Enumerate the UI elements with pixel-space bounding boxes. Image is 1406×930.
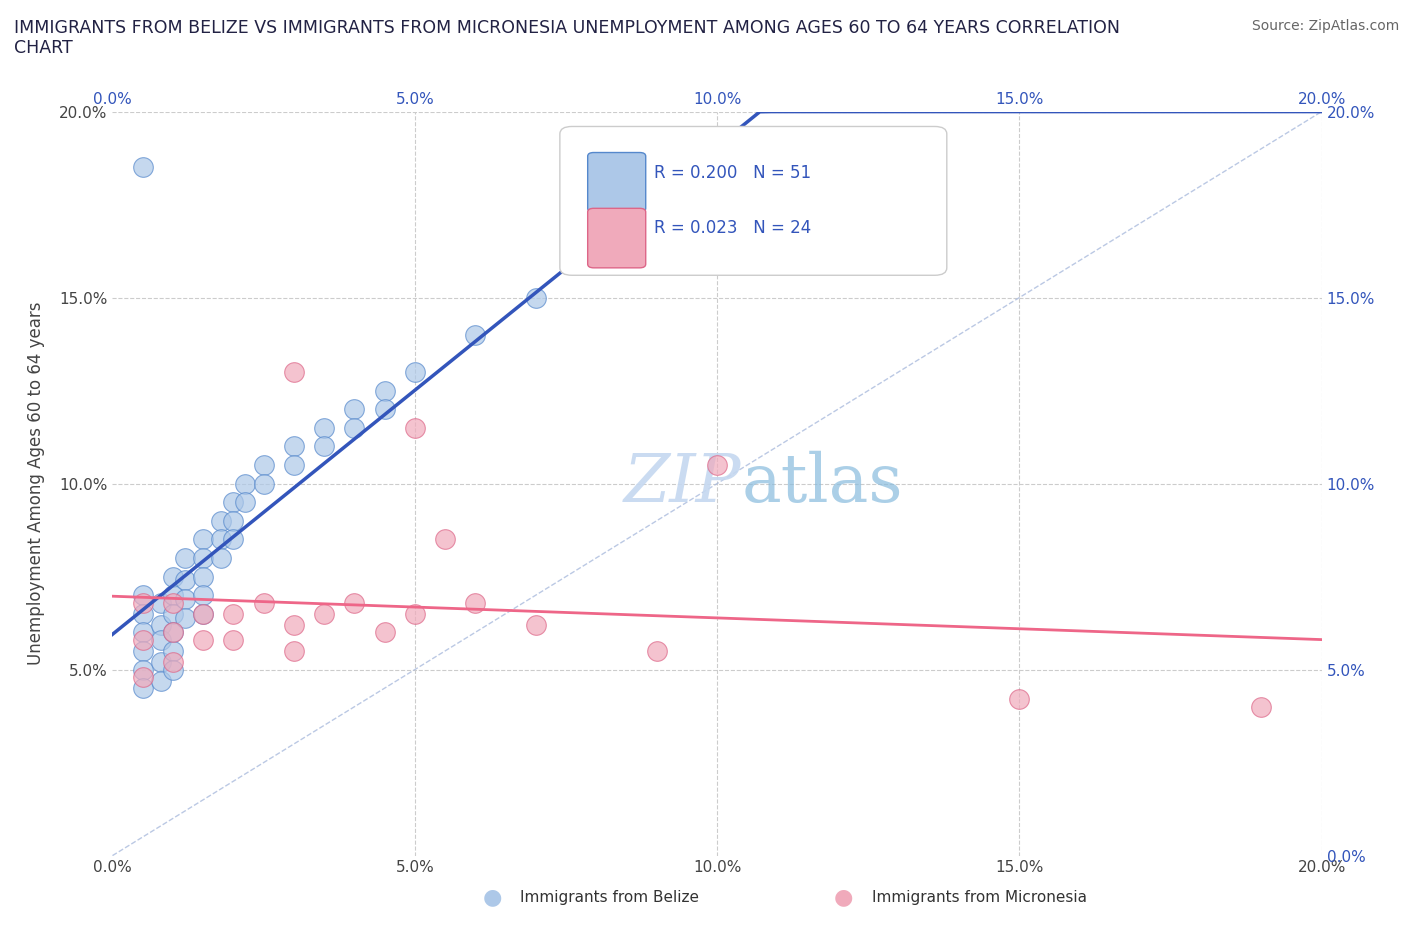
Point	[343, 420, 366, 435]
Point	[524, 618, 547, 632]
Text: Immigrants from Belize: Immigrants from Belize	[520, 890, 699, 905]
Point	[314, 420, 336, 435]
Point	[283, 618, 305, 632]
Point	[433, 532, 456, 547]
Point	[162, 625, 184, 640]
Point	[404, 606, 426, 621]
Point	[132, 160, 155, 175]
Text: Immigrants from Micronesia: Immigrants from Micronesia	[872, 890, 1087, 905]
Point	[132, 662, 155, 677]
Point	[706, 179, 728, 193]
Point	[191, 606, 214, 621]
Point	[162, 606, 184, 621]
Point	[149, 618, 172, 632]
Point	[706, 458, 728, 472]
Point	[162, 625, 184, 640]
Point	[374, 402, 396, 417]
FancyBboxPatch shape	[560, 126, 946, 275]
Point	[162, 569, 184, 584]
Point	[283, 439, 305, 454]
Text: ZIP: ZIP	[624, 451, 741, 516]
Point	[149, 595, 172, 610]
Point	[132, 625, 155, 640]
Point	[645, 216, 668, 231]
Point	[645, 644, 668, 658]
Point	[191, 569, 214, 584]
Point	[283, 365, 305, 379]
Point	[149, 655, 172, 670]
Point	[222, 495, 245, 510]
Point	[174, 551, 197, 565]
Point	[191, 588, 214, 603]
Point	[174, 591, 197, 606]
Point	[1250, 699, 1272, 714]
Point	[314, 439, 336, 454]
Point	[162, 662, 184, 677]
Point	[209, 551, 232, 565]
Point	[222, 513, 245, 528]
Point	[132, 632, 155, 647]
Point	[162, 595, 184, 610]
Point	[283, 644, 305, 658]
Point	[374, 383, 396, 398]
Point	[209, 532, 232, 547]
Point	[174, 573, 197, 588]
Point	[222, 532, 245, 547]
Point	[374, 625, 396, 640]
Point	[191, 532, 214, 547]
Point	[464, 327, 486, 342]
Point	[404, 365, 426, 379]
Point	[222, 606, 245, 621]
Point	[162, 655, 184, 670]
Point	[404, 420, 426, 435]
Point	[149, 632, 172, 647]
Point	[132, 588, 155, 603]
Point	[162, 644, 184, 658]
Text: ●: ●	[482, 887, 502, 908]
Text: IMMIGRANTS FROM BELIZE VS IMMIGRANTS FROM MICRONESIA UNEMPLOYMENT AMONG AGES 60 : IMMIGRANTS FROM BELIZE VS IMMIGRANTS FRO…	[14, 19, 1121, 58]
Text: atlas: atlas	[741, 451, 903, 516]
Text: ●: ●	[834, 887, 853, 908]
Point	[253, 458, 276, 472]
Point	[464, 595, 486, 610]
Text: R = 0.200   N = 51: R = 0.200 N = 51	[654, 164, 811, 181]
Point	[314, 606, 336, 621]
Point	[209, 513, 232, 528]
Point	[132, 681, 155, 696]
Point	[191, 606, 214, 621]
Point	[343, 402, 366, 417]
FancyBboxPatch shape	[588, 208, 645, 268]
Point	[132, 670, 155, 684]
Point	[132, 644, 155, 658]
Point	[235, 495, 257, 510]
Point	[132, 595, 155, 610]
Point	[191, 551, 214, 565]
Point	[149, 673, 172, 688]
Point	[253, 476, 276, 491]
Text: R = 0.023   N = 24: R = 0.023 N = 24	[654, 219, 811, 237]
Point	[253, 595, 276, 610]
FancyBboxPatch shape	[588, 153, 645, 212]
Point	[283, 458, 305, 472]
Point	[343, 595, 366, 610]
Text: Source: ZipAtlas.com: Source: ZipAtlas.com	[1251, 19, 1399, 33]
Point	[524, 290, 547, 305]
Y-axis label: Unemployment Among Ages 60 to 64 years: Unemployment Among Ages 60 to 64 years	[27, 302, 45, 665]
Point	[132, 606, 155, 621]
Point	[174, 610, 197, 625]
Point	[191, 632, 214, 647]
Point	[585, 253, 607, 268]
Point	[222, 632, 245, 647]
Point	[235, 476, 257, 491]
Point	[1008, 692, 1031, 707]
Point	[162, 588, 184, 603]
